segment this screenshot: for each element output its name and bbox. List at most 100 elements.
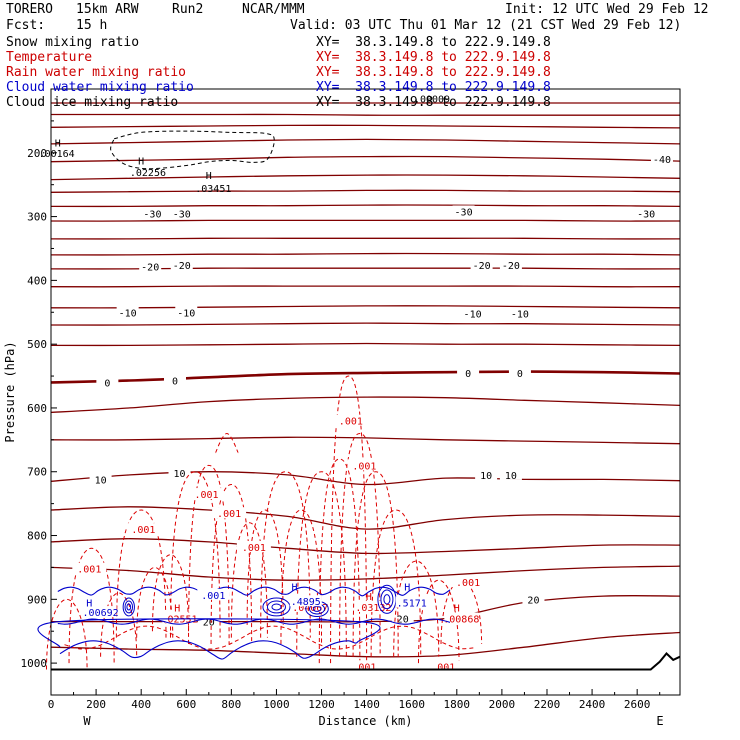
- rain-column-20: [393, 560, 440, 657]
- rain-column-3: [115, 509, 167, 638]
- x-axis-title: Distance (km): [319, 714, 413, 728]
- isotherm-10: [50, 252, 681, 256]
- isotherm-label-bg-8: [499, 259, 522, 271]
- org-label: NCAR/MMM: [242, 2, 305, 17]
- field-cloud-ice-xy: XY= 38.3.149.8 to 222.9.149.8: [316, 95, 551, 110]
- y-tick-label-1: 300: [27, 211, 47, 224]
- x-tick-label-13: 2600: [624, 698, 651, 711]
- isotherm-label-bg-12: [508, 307, 531, 319]
- rain-label-bg-13: [426, 660, 461, 672]
- isotherm-label-15: 0: [465, 369, 471, 380]
- rain-label-bg-11: [444, 612, 479, 624]
- isotherm-label-5: -20: [141, 262, 159, 273]
- y-tick-label-7: 900: [27, 593, 47, 606]
- isotherm-label-bg-18: [168, 467, 191, 479]
- cloud-core-3-ring-1: [383, 594, 391, 605]
- isotherm-label-bg-9: [116, 306, 139, 318]
- isotherm-label-23: 20: [527, 595, 539, 606]
- rain-label-6: .001: [77, 565, 101, 576]
- rain-column-4: [136, 566, 174, 638]
- isotherm-label-4: -30: [637, 209, 655, 220]
- isotherm-19: [50, 471, 681, 486]
- isotherm-label-11: -10: [464, 310, 482, 321]
- isotherm-label-bg-10: [175, 306, 198, 318]
- model-name: TORERO: [6, 2, 53, 17]
- x-tick-label-6: 1200: [308, 698, 335, 711]
- isotherm-5: [50, 174, 681, 181]
- isotherm-label-7: -20: [473, 261, 491, 272]
- isotherm-label-18: 10: [173, 469, 185, 480]
- y-tick-label-6: 800: [27, 530, 47, 543]
- rain-high-mark-1: H: [366, 592, 372, 603]
- rain-label-bg-3: [212, 507, 247, 519]
- field-cloud-water-name: Cloud water mixing ratio: [6, 80, 194, 95]
- isotherm-label-bg-16: [508, 366, 531, 378]
- rain-label-9: .03132: [355, 603, 391, 614]
- rain-label-bg-10: [162, 612, 197, 624]
- isotherm-label-bg-17: [89, 473, 112, 485]
- cloud-contour-top: [57, 586, 451, 597]
- valid-time: Valid: 03 UTC Thu 01 Mar 12 (21 CST Wed …: [290, 18, 682, 33]
- rain-contour-base: [64, 625, 475, 650]
- cloud-core-2-ring-1: [312, 605, 322, 612]
- isotherm-label-19: 10: [480, 471, 492, 482]
- rain-label-5: .001: [242, 543, 266, 554]
- isotherm-13: [50, 305, 681, 309]
- rain-column-10: [230, 522, 268, 638]
- rain-label-12: .001: [352, 662, 376, 673]
- cloud-core-0-ring-3: [122, 597, 135, 617]
- rain-high-mark-3: H: [454, 604, 460, 615]
- isotherm-label-2: -30: [173, 209, 191, 220]
- x-tick-label-7: 1400: [353, 698, 380, 711]
- rain-column-18: [352, 471, 399, 657]
- x-end-label-east: E: [656, 714, 663, 728]
- field-temperature-xy: XY= 38.3.149.8 to 222.9.149.8: [316, 50, 551, 65]
- field-snow-xy: XY= 38.3.149.8 to 222.9.149.8: [316, 35, 551, 50]
- terrain-profile: [51, 652, 681, 671]
- rain-label-bg-6: [72, 562, 107, 574]
- ice-label-3: .00009: [414, 95, 450, 106]
- rain-column-9: [210, 483, 253, 644]
- rain-label-13: .001: [431, 662, 455, 673]
- field-rain-name: Rain water mixing ratio: [6, 65, 187, 80]
- field-cloud-ice-name: Cloud ice mixing ratio: [6, 95, 179, 110]
- cloud-label-0: .001: [201, 591, 225, 602]
- rain-column-1: [68, 547, 115, 664]
- isotherm-20: [50, 506, 681, 530]
- isotherm-label-bg-7: [470, 259, 493, 271]
- x-tick-label-0: 0: [48, 698, 55, 711]
- isotherm-label-bg-11: [461, 307, 484, 319]
- isotherm-17: [50, 396, 681, 414]
- cloud-core-3-ring-2: [380, 589, 394, 610]
- rain-column-21: [417, 579, 460, 664]
- rain-column-13: [280, 509, 323, 644]
- x-tick-label-2: 400: [131, 698, 151, 711]
- isotherm-4: [50, 155, 681, 163]
- rain-column-19: [370, 509, 422, 657]
- rain-column-8: [215, 432, 239, 454]
- rain-column-17: [339, 432, 381, 657]
- rain-label-10: .02551: [161, 614, 197, 625]
- rain-label-bg-7: [451, 576, 486, 588]
- isotherm-label-bg-20: [499, 468, 522, 480]
- rain-column-2: [100, 592, 138, 657]
- cloud-high-mark-0: H: [86, 599, 92, 610]
- rain-label-0: .001: [339, 417, 363, 428]
- isotherm-18: [50, 436, 681, 445]
- isotherm-label-14: 0: [172, 377, 178, 388]
- isotherm-label-bg-5: [139, 260, 162, 272]
- ice-high-mark-1: H: [138, 156, 144, 167]
- y-tick-label-2: 400: [27, 274, 47, 287]
- y-tick-label-4: 600: [27, 402, 47, 415]
- isotherm-16: [50, 370, 681, 384]
- rain-label-bg-5: [236, 541, 271, 553]
- isotherm-label-bg-4: [635, 207, 658, 219]
- rain-label-7: .001: [456, 578, 480, 589]
- init-time: Init: 12 UTC Wed 29 Feb 12: [505, 2, 709, 17]
- rain-label-bg-12: [347, 660, 382, 672]
- isotherm-label-21: 20: [203, 618, 215, 629]
- rain-label-8: .04067: [292, 603, 328, 614]
- cloud-label-1: .00692: [83, 608, 119, 619]
- isotherm-label-bg-13: [96, 376, 119, 388]
